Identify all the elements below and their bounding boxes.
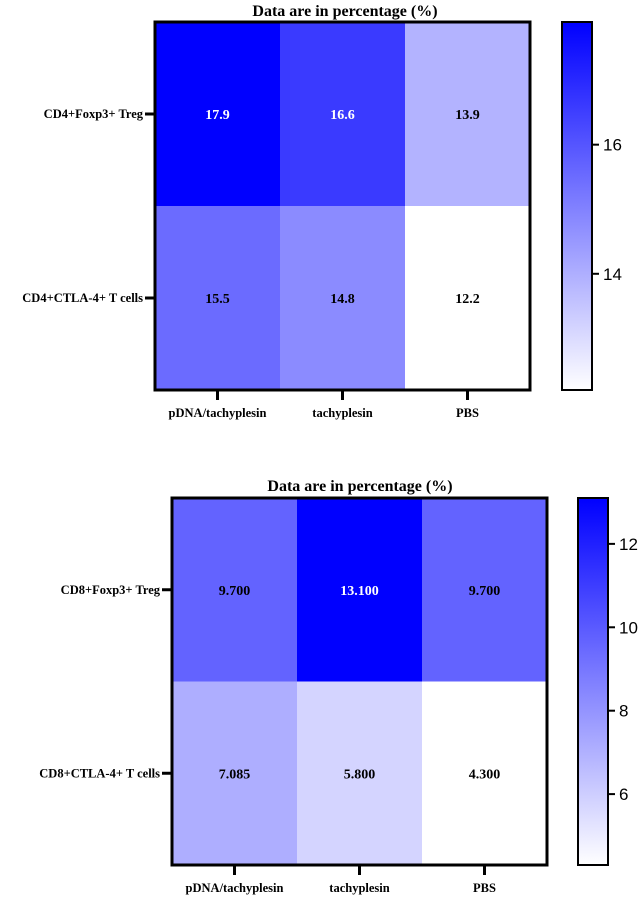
- heatmap-cell: [155, 206, 281, 391]
- cell-value-label: 17.9: [205, 108, 230, 123]
- row-label: CD4+CTLA-4+ T cells: [22, 291, 143, 305]
- cell-value-label: 12.2: [455, 292, 480, 307]
- colorbar-tick-label: 8: [619, 702, 628, 721]
- column-label: pDNA/tachyplesin: [169, 406, 267, 420]
- colorbar-tick-label: 10: [619, 618, 638, 637]
- heatmap-cell: [422, 498, 548, 682]
- chart-title: Data are in percentage (%): [252, 3, 437, 20]
- column-label: tachyplesin: [329, 881, 389, 895]
- heatmap-panel-2: Data are in percentage (%) 9.700 13.100 9.…: [39, 478, 638, 895]
- colorbar-gradient: [561, 21, 593, 391]
- colorbar: 6 8 10 12: [577, 497, 638, 866]
- cell-value-label: 16.6: [330, 108, 355, 123]
- row-labels: CD4+Foxp3+ Treg CD4+CTLA-4+ T cells: [22, 107, 154, 305]
- column-label: PBS: [473, 881, 496, 895]
- heatmap-panel-1: Data are in percentage (%) 17.9 16.6 13.91…: [22, 3, 622, 420]
- cell-value-label: 13.100: [340, 584, 379, 599]
- row-labels: CD8+Foxp3+ Treg CD8+CTLA-4+ T cells: [39, 583, 171, 780]
- heatmap-cell: [172, 681, 298, 866]
- cell-value-label: 5.800: [344, 767, 376, 782]
- cell-value-label: 15.5: [205, 292, 230, 307]
- row-label: CD4+Foxp3+ Treg: [44, 107, 144, 121]
- heatmap-cell: [155, 22, 281, 207]
- colorbar-tick-label: 12: [619, 535, 638, 554]
- heatmap-cells: 17.9 16.6 13.9 15.5 14.8 12.2: [155, 22, 531, 391]
- column-labels: pDNA/tachyplesin tachyplesin PBS: [186, 866, 496, 895]
- cell-value-label: 7.085: [219, 767, 251, 782]
- heatmap-cell: [405, 206, 531, 391]
- colorbar-gradient: [577, 497, 609, 866]
- cell-value-label: 9.700: [469, 584, 501, 599]
- heatmap-cell: [280, 22, 406, 207]
- plot-frame: [170, 496, 549, 867]
- heatmap-cell: [172, 498, 298, 682]
- heatmap-cell: [405, 22, 531, 207]
- colorbar-tick-label: 6: [619, 785, 628, 804]
- column-label: pDNA/tachyplesin: [186, 881, 284, 895]
- colorbar-tick-label: 16: [603, 136, 622, 155]
- cell-value-label: 13.9: [455, 108, 480, 123]
- colorbar-tick-label: 14: [603, 265, 622, 284]
- cell-value-label: 14.8: [330, 292, 355, 307]
- column-labels: pDNA/tachyplesin tachyplesin PBS: [169, 391, 479, 420]
- colorbar: 14 16: [561, 21, 622, 391]
- heatmap-cell: [422, 681, 548, 866]
- row-label: CD8+CTLA-4+ T cells: [39, 766, 160, 780]
- column-label: PBS: [456, 406, 479, 420]
- cell-value-label: 9.700: [219, 584, 251, 599]
- plot-frame: [153, 20, 532, 392]
- row-label: CD8+Foxp3+ Treg: [61, 583, 161, 597]
- column-label: tachyplesin: [312, 406, 372, 420]
- heatmap-cell: [297, 681, 423, 866]
- cell-value-label: 4.300: [469, 767, 501, 782]
- chart-title: Data are in percentage (%): [267, 478, 452, 495]
- heatmap-cell: [280, 206, 406, 391]
- heatmap-cells: 9.700 13.100 9.700 7.085 5.800 4.300: [172, 498, 548, 866]
- heatmap-cell: [297, 498, 423, 682]
